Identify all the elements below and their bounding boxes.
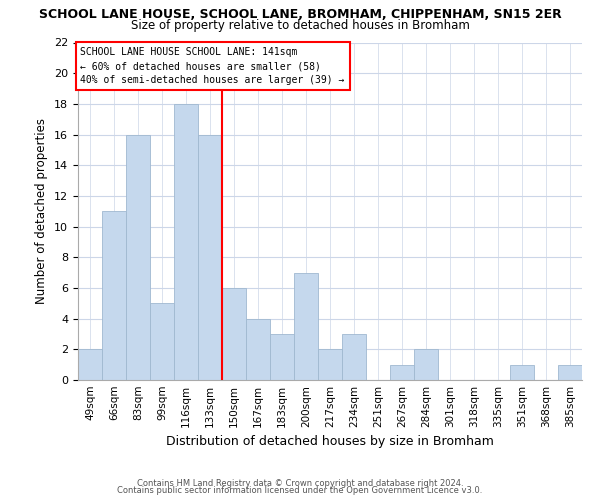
X-axis label: Distribution of detached houses by size in Bromham: Distribution of detached houses by size … xyxy=(166,436,494,448)
Text: Contains public sector information licensed under the Open Government Licence v3: Contains public sector information licen… xyxy=(118,486,482,495)
Bar xyxy=(294,272,318,380)
Bar xyxy=(126,134,150,380)
Bar xyxy=(414,350,438,380)
Bar xyxy=(318,350,342,380)
Bar xyxy=(558,364,582,380)
Bar xyxy=(342,334,366,380)
Text: SCHOOL LANE HOUSE SCHOOL LANE: 141sqm
← 60% of detached houses are smaller (58)
: SCHOOL LANE HOUSE SCHOOL LANE: 141sqm ← … xyxy=(80,47,345,85)
Bar xyxy=(270,334,294,380)
Bar xyxy=(390,364,414,380)
Text: Size of property relative to detached houses in Bromham: Size of property relative to detached ho… xyxy=(131,18,469,32)
Bar xyxy=(510,364,534,380)
Bar xyxy=(102,211,126,380)
Bar xyxy=(222,288,246,380)
Text: SCHOOL LANE HOUSE, SCHOOL LANE, BROMHAM, CHIPPENHAM, SN15 2ER: SCHOOL LANE HOUSE, SCHOOL LANE, BROMHAM,… xyxy=(38,8,562,20)
Bar xyxy=(78,350,102,380)
Bar xyxy=(174,104,198,380)
Bar xyxy=(150,304,174,380)
Y-axis label: Number of detached properties: Number of detached properties xyxy=(35,118,49,304)
Bar xyxy=(246,318,270,380)
Text: Contains HM Land Registry data © Crown copyright and database right 2024.: Contains HM Land Registry data © Crown c… xyxy=(137,478,463,488)
Bar xyxy=(198,134,222,380)
